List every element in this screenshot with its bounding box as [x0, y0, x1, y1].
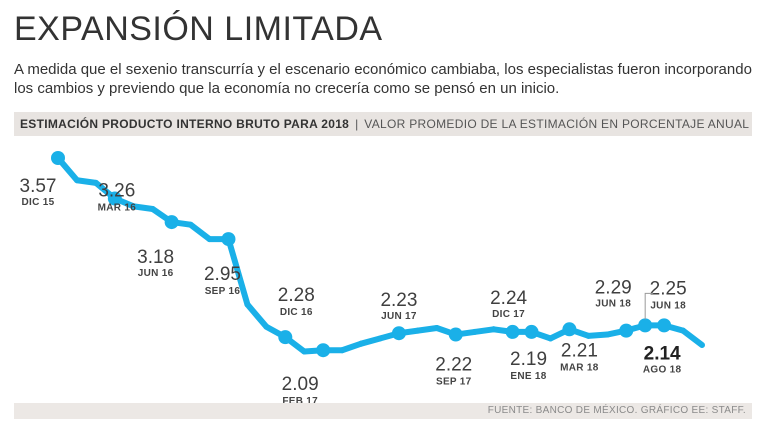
chart-heading-band: ESTIMACIÓN PRODUCTO INTERNO BRUTO PARA 2… [14, 112, 752, 136]
data-date-label: SEP 17 [436, 377, 472, 388]
data-date-label: FEB 17 [282, 396, 318, 407]
data-date-label: JUN 16 [138, 268, 174, 279]
data-point-marker [221, 232, 236, 247]
data-value-label: 2.19 [510, 349, 547, 370]
data-value-label: 2.29 [595, 278, 632, 299]
data-date-label: MAR 16 [98, 203, 137, 214]
data-date-label: JUN 18 [650, 300, 686, 311]
series-line-segment [225, 236, 251, 308]
source-text: FUENTE: BANCO DE MÉXICO. GRÁFICO EE: STA… [487, 405, 746, 416]
data-value-label: 2.14 [644, 343, 681, 364]
series-line-segment [414, 325, 440, 334]
series-line-segment [680, 327, 705, 348]
data-point-marker [51, 151, 65, 165]
data-value-label: 3.57 [20, 176, 57, 197]
data-date-label: JUN 18 [595, 299, 631, 310]
series-line-segment [585, 331, 611, 339]
chart-title: EXPANSIÓN LIMITADA [14, 10, 383, 48]
data-date-label: DIC 15 [22, 197, 55, 208]
data-point-marker [524, 324, 539, 339]
data-date-label: MAR 18 [560, 362, 599, 373]
data-point-marker [448, 327, 463, 342]
series-line-segment [73, 177, 99, 186]
data-date-label: JUN 17 [381, 311, 417, 322]
data-point-marker [505, 324, 520, 339]
chart-heading: ESTIMACIÓN PRODUCTO INTERNO BRUTO PARA 2… [20, 117, 350, 131]
data-date-label: SEP 16 [205, 286, 241, 297]
data-point-marker [638, 318, 653, 333]
source-footer: FUENTE: BANCO DE MÉXICO. GRÁFICO EE: STA… [14, 403, 752, 419]
data-value-label: 2.95 [204, 264, 241, 285]
data-point-marker [164, 215, 179, 230]
chart-subtitle: A medida que el sexenio transcurría y el… [14, 61, 752, 97]
heading-divider: | [355, 117, 359, 131]
series-line-segment [339, 340, 365, 354]
data-point-marker [278, 330, 293, 345]
data-point-marker [619, 323, 634, 338]
data-value-label: 3.26 [98, 181, 135, 202]
leader-line [644, 292, 654, 320]
data-date-label: AGO 18 [643, 364, 682, 375]
data-date-label: DIC 16 [280, 307, 313, 318]
data-value-label: 2.24 [490, 288, 527, 309]
data-value-label: 2.28 [278, 285, 315, 306]
data-value-label: 2.21 [561, 340, 598, 361]
data-value-label: 2.23 [380, 290, 417, 311]
series-line-segment [471, 326, 497, 335]
marker-layer [51, 151, 672, 358]
data-point-marker [316, 343, 331, 358]
data-value-label: 2.09 [282, 374, 319, 395]
data-date-label: ENE 18 [510, 371, 546, 382]
data-point-marker [107, 191, 122, 206]
data-point-marker [391, 326, 406, 341]
chart-subheading: VALOR PROMEDIO DE LA ESTIMACIÓN EN PORCE… [364, 117, 750, 131]
series-line-segment [130, 203, 156, 212]
series-line-segment [358, 335, 383, 347]
series-line-segment [187, 221, 213, 243]
series-line-segment [244, 301, 270, 330]
data-point-marker [657, 318, 672, 333]
data-value-label: 2.25 [650, 278, 687, 299]
data-value-label: 3.18 [137, 247, 174, 268]
data-value-label: 2.22 [435, 355, 472, 376]
data-date-label: DIC 17 [492, 309, 525, 320]
data-point-marker [562, 322, 577, 337]
